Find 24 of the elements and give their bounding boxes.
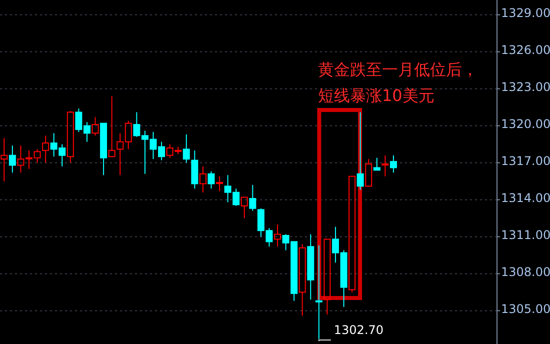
candlestick [315,244,322,340]
candlestick [298,244,306,316]
y-tick-label: 1308.00 [501,264,550,279]
candlestick [356,112,364,190]
annotation: 黄金跌至一月低位后， [318,60,478,79]
y-tick-label: 1326.00 [501,42,550,57]
candlestick [191,150,198,190]
y-tick-label: 1311.00 [501,228,550,242]
annotation: 短线暴涨10美元 [318,86,434,105]
y-tick-label: 1320.00 [501,116,550,131]
candlestick [274,224,281,248]
candlestick [382,154,389,177]
y-tick-label: 1305.00 [501,302,550,316]
candlestick [42,135,50,164]
candlestick [182,134,190,164]
candlestick [8,144,16,174]
y-tick-label: 1329.00 [501,6,550,20]
candlestick [199,166,206,193]
candlestick [307,234,314,300]
y-tick-label: 1314.00 [501,190,550,205]
y-tick-label: 1317.00 [501,154,550,168]
annotation: 1302.70 [334,323,384,337]
y-tick-label: 1323.00 [501,80,550,94]
candlestick [0,138,8,182]
